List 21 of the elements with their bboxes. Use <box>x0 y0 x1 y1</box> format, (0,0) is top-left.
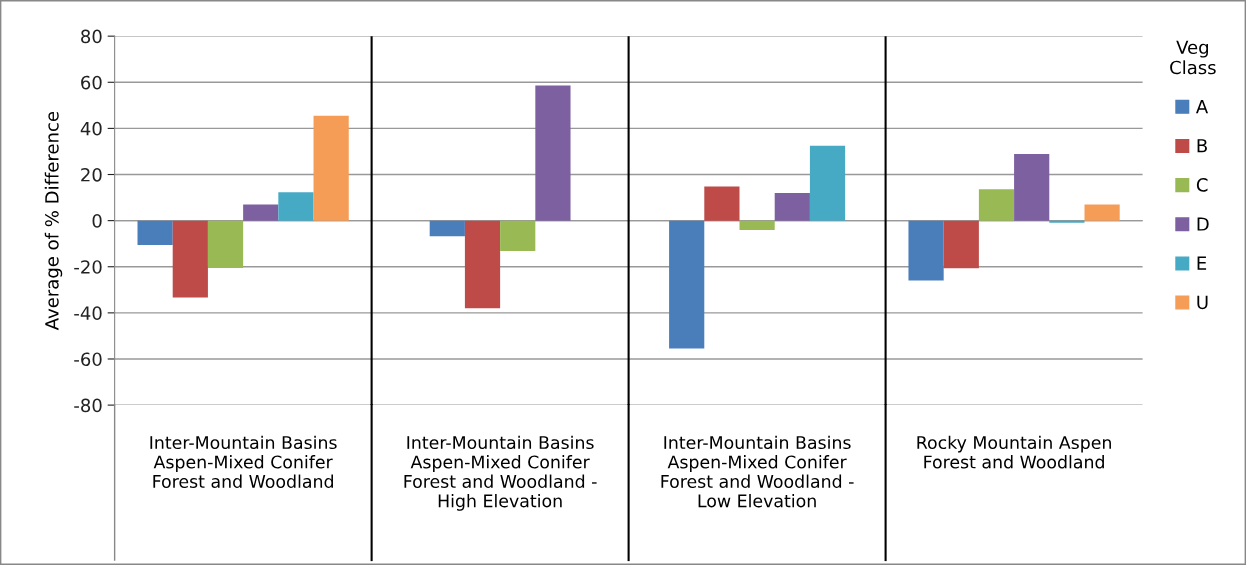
legend-label: A <box>1195 100 1209 114</box>
legend-title: Veg Class <box>1170 40 1216 75</box>
legend-label: C <box>1196 178 1208 192</box>
y-tick-label: -40 <box>74 306 102 320</box>
legend-label: E <box>1197 256 1207 270</box>
x-tick-label: Rocky Mountain Aspen Forest and Woodland <box>917 435 1111 469</box>
y-tick-label: -20 <box>74 260 102 274</box>
y-tick-label: 0 <box>92 214 102 228</box>
legend-label: U <box>1197 295 1208 310</box>
y-axis-title: Average of % Difference <box>44 111 63 331</box>
x-tick-label: Inter-Mountain Basins Aspen-Mixed Conifer Forest and Woodland <box>150 435 337 488</box>
legend-label: D <box>1197 217 1209 231</box>
y-tick-label: 60 <box>81 75 102 90</box>
y-tick-label: 80 <box>81 29 102 44</box>
y-tick-label: -60 <box>74 352 102 367</box>
y-tick-label: 20 <box>81 167 102 182</box>
y-tick-label: 40 <box>80 121 102 136</box>
x-tick-label: Inter-Mountain Basins Aspen-Mixed Conifer Forest and Woodland - Low Elevation <box>661 435 854 508</box>
legend-label: B <box>1197 139 1207 153</box>
y-tick-label: -80 <box>74 398 102 413</box>
x-tick-label: Inter-Mountain Basins Aspen-Mixed Conifer Forest and Woodland - High Elevation <box>404 435 597 511</box>
